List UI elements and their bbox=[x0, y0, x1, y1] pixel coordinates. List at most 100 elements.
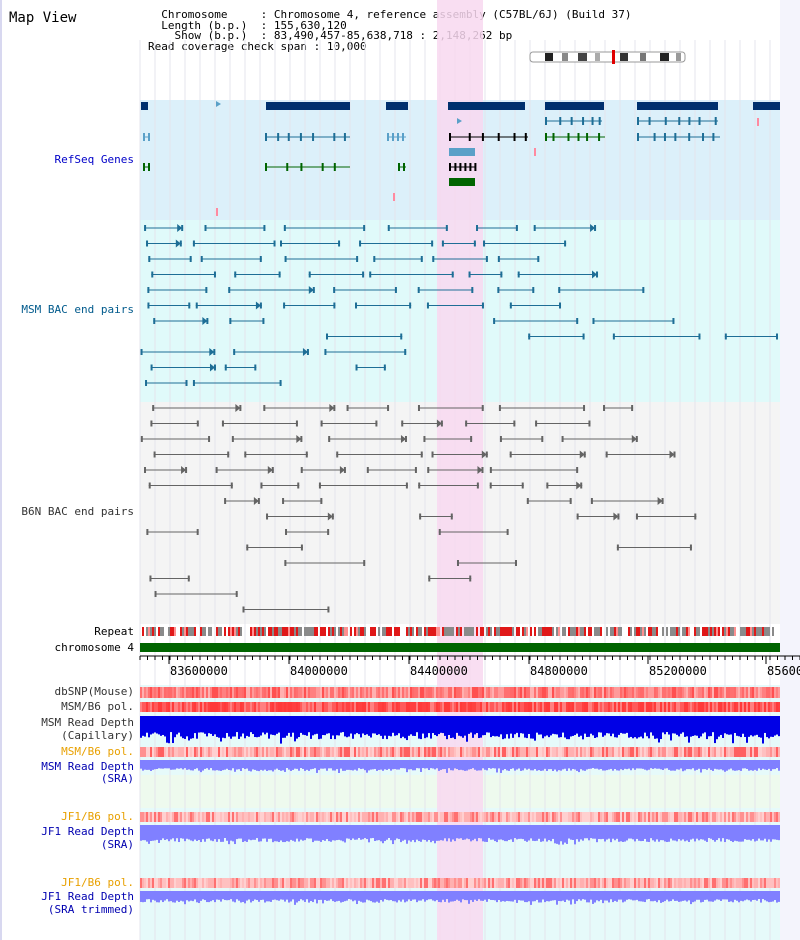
msm-b6-pol-cell bbox=[694, 702, 696, 712]
jf1-trim-depth-bar bbox=[418, 891, 420, 901]
track-label-chromosome[interactable]: chromosome 4 bbox=[54, 641, 134, 654]
jf1-pol2-cell bbox=[210, 878, 212, 888]
msm-depth-cap-bar bbox=[448, 716, 450, 735]
msm-depth-sra-bar bbox=[540, 760, 542, 771]
msm-b6-pol2-cell bbox=[276, 747, 278, 757]
msm-depth-sra-bar bbox=[572, 760, 574, 770]
msm-b6-pol2-cell bbox=[486, 747, 488, 757]
jf1-trim-depth-bar bbox=[626, 891, 628, 900]
b6n-bac-pair-end bbox=[144, 467, 147, 473]
jf1-pol2-cell bbox=[676, 878, 678, 888]
track-label-jf1-pol-2[interactable]: JF1/B6 pol. bbox=[61, 876, 134, 889]
dbsnp-cell bbox=[730, 687, 732, 698]
jf1-depth-bar bbox=[318, 825, 320, 841]
jf1-trim-depth-bar bbox=[716, 891, 718, 900]
msm-b6-pol2-cell bbox=[518, 747, 520, 757]
track-label-b6n-bac[interactable]: B6N BAC end pairs bbox=[21, 505, 134, 518]
msm-b6-pol-cell bbox=[396, 702, 398, 712]
track-label-jf1-pol-1[interactable]: JF1/B6 pol. bbox=[61, 810, 134, 823]
msm-depth-cap-bar bbox=[482, 716, 484, 736]
msm-depth-cap-bar bbox=[274, 716, 276, 736]
msm-b6-pol2-cell bbox=[326, 747, 328, 757]
msm-depth-cap-bar bbox=[212, 716, 214, 736]
jf1-trim-depth-bar bbox=[536, 891, 538, 900]
msm-b6-pol-cell bbox=[400, 702, 402, 712]
msm-b6-pol-cell bbox=[596, 702, 598, 712]
track-label-dbsnp[interactable]: dbSNP(Mouse) bbox=[54, 685, 134, 698]
jf1-trim-depth-bar bbox=[244, 891, 246, 904]
msm-depth-sra-bar bbox=[632, 760, 634, 769]
jf1-depth-bar bbox=[402, 825, 404, 841]
b6n-bac-pair-arrow bbox=[579, 450, 585, 459]
track-label-jf1-trim-1[interactable]: JF1 Read Depth bbox=[41, 890, 134, 903]
track-label-refseq[interactable]: RefSeq Genes bbox=[54, 153, 134, 166]
jf1-pol2-cell bbox=[314, 878, 316, 888]
msm-depth-sra-bar bbox=[390, 760, 392, 771]
msm-depth-sra-bar bbox=[248, 760, 250, 771]
jf1-pol2-cell bbox=[378, 878, 380, 888]
track-label-msm-depth-sra-1[interactable]: MSM Read Depth bbox=[41, 760, 134, 773]
msm-depth-cap-bar bbox=[670, 716, 672, 741]
msm-depth-sra-bar bbox=[462, 760, 464, 771]
msm-depth-sra-bar bbox=[496, 760, 498, 773]
jf1-trim-depth-bar bbox=[322, 891, 324, 904]
msm-depth-sra-bar bbox=[640, 760, 642, 769]
msm-depth-sra-bar bbox=[346, 760, 348, 770]
dbsnp-cell bbox=[776, 687, 778, 698]
msm-depth-sra-bar bbox=[546, 760, 548, 771]
dbsnp-cell bbox=[140, 687, 142, 698]
msm-bac-pair-end bbox=[476, 225, 479, 231]
track-label-msm-bac[interactable]: MSM BAC end pairs bbox=[21, 303, 134, 316]
repeat-block bbox=[480, 627, 482, 636]
track-label-msm-b6-pol-2[interactable]: MSM/B6 pol. bbox=[61, 745, 134, 758]
jf1-pol-cell bbox=[506, 812, 508, 822]
jf1-depth-bar bbox=[392, 825, 394, 845]
jf1-pol-cell bbox=[674, 812, 676, 822]
msm-b6-pol2-cell bbox=[300, 747, 302, 757]
jf1-depth-bar bbox=[520, 825, 522, 839]
jf1-depth-bar bbox=[450, 825, 452, 842]
jf1-depth-bar bbox=[742, 825, 744, 842]
jf1-pol-cell bbox=[716, 812, 718, 822]
msm-b6-pol2-cell bbox=[436, 747, 438, 757]
jf1-pol2-cell bbox=[216, 878, 218, 888]
jf1-trim-depth-bar bbox=[672, 891, 674, 900]
track-label-jf1-depth-1[interactable]: JF1 Read Depth bbox=[41, 825, 134, 838]
repeat-block bbox=[172, 627, 174, 636]
jf1-pol-cell bbox=[224, 812, 226, 822]
msm-b6-pol-cell bbox=[212, 702, 214, 712]
msm-b6-pol-cell bbox=[374, 702, 376, 712]
jf1-pol2-cell bbox=[204, 878, 206, 888]
msm-b6-pol2-cell bbox=[414, 747, 416, 757]
jf1-trim-depth-bar bbox=[378, 891, 380, 903]
jf1-pol-cell bbox=[144, 812, 146, 822]
track-label-msm-b6-pol-1[interactable]: MSM/B6 pol. bbox=[61, 700, 134, 713]
jf1-depth-bar bbox=[578, 825, 580, 842]
msm-b6-pol-cell bbox=[576, 702, 578, 712]
jf1-trim-depth-bar bbox=[366, 891, 368, 900]
msm-depth-sra-bar bbox=[638, 760, 640, 769]
dbsnp-cell bbox=[350, 687, 352, 698]
jf1-pol2-cell bbox=[492, 878, 494, 888]
jf1-pol-cell bbox=[408, 812, 410, 822]
msm-b6-pol2-cell bbox=[754, 747, 756, 757]
b6n-bac-pair-end bbox=[295, 420, 298, 427]
jf1-trim-depth-bar bbox=[528, 891, 530, 902]
jf1-depth-bar bbox=[572, 825, 574, 840]
dbsnp-cell bbox=[276, 687, 278, 698]
msm-depth-cap-bar bbox=[646, 716, 648, 737]
jf1-trim-depth-bar bbox=[778, 891, 780, 902]
track-label-msm-depth-cap-1[interactable]: MSM Read Depth bbox=[41, 716, 134, 729]
msm-b6-pol2-cell bbox=[774, 747, 776, 757]
msm-bac-pair-end bbox=[192, 240, 195, 247]
jf1-trim-depth-bar bbox=[210, 891, 212, 902]
repeat-block bbox=[600, 627, 602, 636]
msm-depth-sra-bar bbox=[532, 760, 534, 771]
jf1-pol2-cell bbox=[444, 878, 446, 888]
jf1-trim-depth-bar bbox=[474, 891, 476, 900]
jf1-trim-depth-bar bbox=[316, 891, 318, 904]
jf1-depth-bar bbox=[364, 825, 366, 839]
msm-depth-sra-bar bbox=[434, 760, 436, 770]
jf1-pol2-cell bbox=[170, 878, 172, 888]
track-label-repeat[interactable]: Repeat bbox=[94, 625, 134, 638]
